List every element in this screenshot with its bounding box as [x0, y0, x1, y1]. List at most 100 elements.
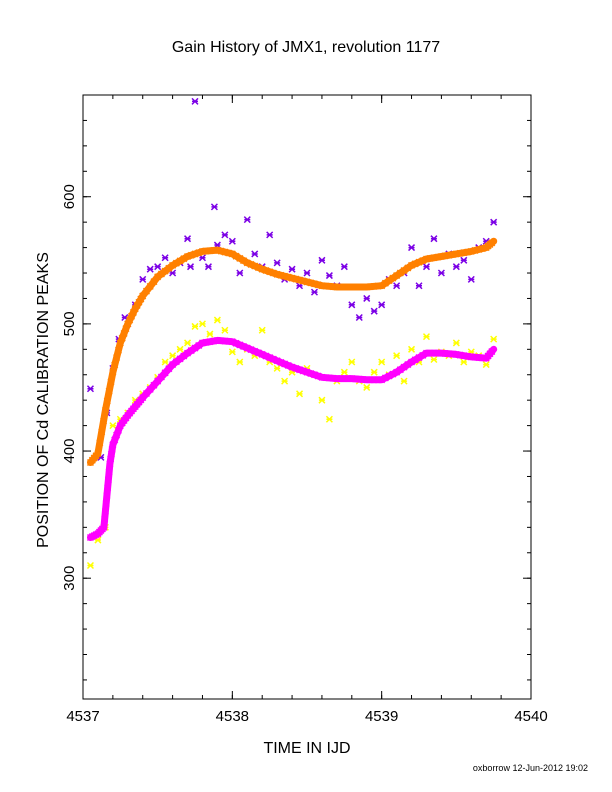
data-point [370, 368, 378, 376]
series-marker [94, 450, 102, 458]
series-marker [247, 260, 255, 268]
series-marker [240, 257, 248, 265]
series-marker [243, 344, 251, 352]
series-marker [240, 342, 248, 350]
series-marker [126, 316, 134, 324]
series-marker [124, 320, 132, 328]
data-point [281, 377, 289, 385]
series-marker [111, 361, 119, 369]
data-point [400, 377, 408, 385]
data-point [210, 203, 218, 211]
series-marker [228, 338, 236, 346]
data-point [430, 235, 438, 243]
data-point [266, 231, 274, 239]
x-tick-label: 4537 [66, 708, 99, 725]
series-marker [236, 254, 244, 262]
series-marker [277, 358, 285, 366]
data-point [348, 358, 356, 366]
data-point [243, 216, 251, 224]
series-marker [411, 260, 419, 268]
series-marker [113, 431, 121, 439]
series-marker [385, 277, 393, 285]
series-marker [104, 476, 112, 484]
series-marker [378, 282, 386, 290]
series-marker [389, 370, 397, 378]
data-point [452, 339, 460, 347]
series-marker [389, 274, 397, 282]
series-marker [415, 354, 423, 362]
data-point [490, 335, 498, 343]
series-marker [120, 329, 128, 337]
data-point [460, 358, 468, 366]
data-point [184, 235, 192, 243]
series-marker [396, 366, 404, 374]
data-point [370, 307, 378, 315]
series-marker [408, 261, 416, 269]
data-point [296, 390, 304, 398]
series-marker [419, 351, 427, 359]
data-point [325, 272, 333, 280]
data-point [408, 244, 416, 252]
series-marker [243, 259, 251, 267]
data-point [186, 263, 195, 271]
x-tick-label: 4538 [216, 708, 249, 725]
series-marker [104, 484, 112, 492]
series-marker [101, 406, 109, 414]
data-point [221, 231, 229, 239]
series-marker [107, 378, 115, 386]
y-tick-label: 500 [61, 311, 78, 336]
data-point [430, 355, 438, 364]
data-point [273, 364, 281, 372]
series-marker [114, 346, 122, 354]
x-axis: 4537 4538 4539 4540 [66, 95, 548, 725]
series-marker [381, 374, 389, 382]
series-marker [113, 354, 121, 362]
series-line [87, 336, 498, 541]
data-point [184, 339, 192, 347]
series-marker [105, 468, 113, 476]
series-marker [176, 257, 184, 265]
series-marker [187, 347, 195, 355]
series-marker [180, 255, 188, 263]
series-marker [184, 349, 192, 357]
series-marker [191, 344, 199, 352]
data-point [318, 256, 326, 264]
plot-area [82, 94, 532, 700]
data-point [348, 301, 356, 309]
data-point [452, 263, 460, 271]
series-marker [378, 376, 386, 384]
data-point [422, 263, 430, 271]
series-marker [122, 325, 130, 333]
series-marker [393, 368, 401, 376]
series-marker [381, 279, 389, 287]
series-marker [404, 264, 412, 272]
series-layer [86, 97, 498, 570]
series-marker [269, 355, 277, 363]
series-marker [169, 261, 177, 269]
series-marker [100, 523, 108, 531]
data-point [236, 358, 244, 366]
series-marker [404, 361, 412, 369]
series-marker [415, 258, 423, 266]
series-marker [128, 312, 136, 320]
series-marker [102, 499, 110, 508]
series-marker [393, 272, 401, 280]
data-point [273, 259, 281, 267]
series-marker [247, 346, 255, 354]
data-point [415, 282, 423, 290]
data-point [228, 348, 236, 356]
data-point [146, 265, 154, 273]
x-axis-label: TIME IN IJD [263, 740, 350, 757]
series-marker [195, 341, 203, 350]
data-point [393, 352, 401, 360]
data-point [161, 254, 169, 262]
data-point [482, 361, 490, 369]
series-0 [86, 237, 498, 467]
series-1 [86, 336, 498, 542]
data-point [251, 250, 259, 258]
series-marker [101, 515, 109, 523]
data-point [191, 322, 199, 330]
data-point [191, 97, 199, 105]
data-point [258, 326, 266, 334]
